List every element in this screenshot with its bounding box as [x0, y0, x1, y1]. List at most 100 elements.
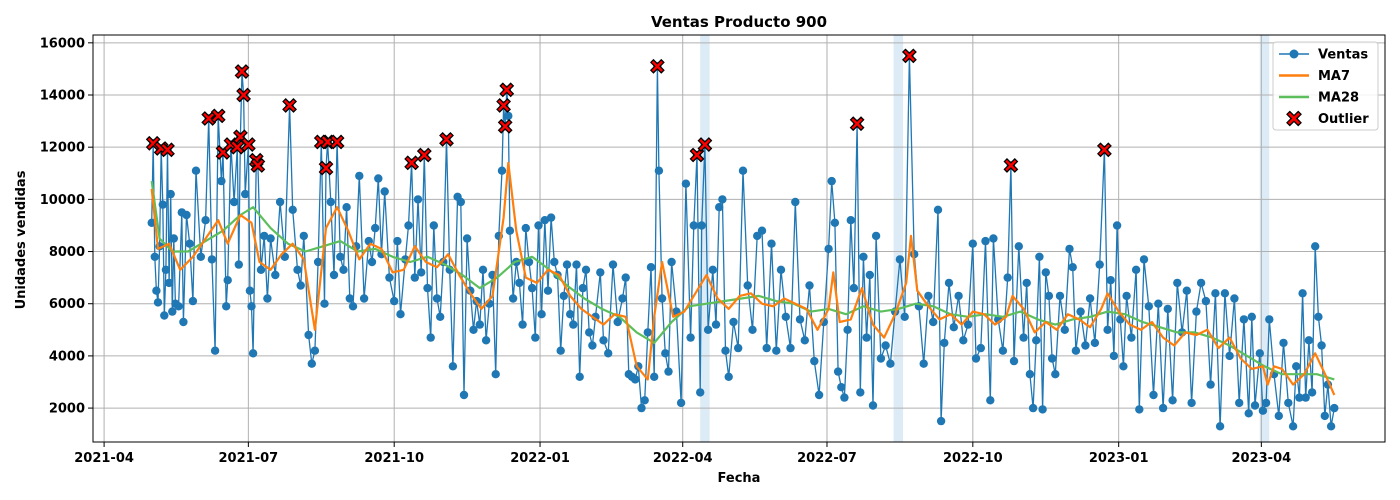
data-point [1292, 362, 1301, 371]
data-point [559, 291, 568, 301]
chart-title: Ventas Producto 900 [651, 13, 827, 31]
data-point [830, 218, 840, 227]
data-point [924, 291, 933, 301]
data-point [1051, 370, 1060, 379]
data-point [1250, 401, 1260, 410]
data-point [432, 294, 442, 303]
data-point [661, 349, 670, 358]
data-point [556, 346, 565, 355]
data-point [1112, 221, 1122, 230]
data-point [721, 346, 730, 355]
data-point [1019, 333, 1028, 342]
data-point [256, 265, 266, 274]
data-point [795, 315, 805, 324]
data-point [1071, 346, 1081, 355]
outlier-marker [1003, 158, 1019, 173]
data-point [1085, 294, 1095, 303]
data-point [1139, 255, 1149, 264]
x-tick-label: 2021-10 [364, 451, 424, 466]
data-point [345, 294, 354, 303]
legend-item-ma28: MA28 [1279, 91, 1359, 106]
data-point [518, 320, 527, 329]
data-point [459, 390, 469, 400]
data-point [1022, 278, 1031, 288]
x-axis: 2021-04 2021-07 2021-10 2022-01 2022-04 2022-… [74, 442, 1291, 466]
y-axis: 2000 4000 6000 8000 10000 12000 14000 16000 [40, 36, 93, 417]
data-point [543, 286, 553, 295]
data-point [161, 265, 171, 274]
data-point [475, 320, 484, 329]
legend-label: MA28 [1318, 91, 1359, 106]
x-tick-label: 2022-10 [943, 451, 1003, 466]
data-point [886, 359, 895, 368]
y-tick-label: 6000 [49, 297, 85, 312]
y-axis-label: Unidades vendidas [14, 170, 29, 309]
data-point [426, 333, 435, 342]
data-point [260, 231, 269, 241]
data-point [1032, 336, 1041, 345]
data-point [650, 372, 659, 381]
data-point [881, 341, 890, 350]
data-point [1295, 393, 1304, 402]
data-point [1003, 273, 1012, 282]
data-point [348, 302, 358, 311]
data-point [307, 359, 316, 368]
legend: Ventas MA7 MA28 Outlier [1272, 41, 1379, 131]
legend-item-outlier: Outlier [1286, 110, 1369, 127]
data-point [288, 205, 297, 214]
data-point [588, 341, 597, 350]
data-point [585, 328, 594, 337]
data-point [562, 260, 572, 269]
data-point [152, 286, 161, 295]
series-line-ma7 [150, 161, 1336, 396]
data-point [191, 166, 201, 175]
data-point [876, 354, 886, 363]
y-tick-label: 16000 [40, 36, 85, 51]
data-point [1192, 307, 1201, 316]
data-point [703, 325, 713, 334]
data-point [1055, 291, 1065, 301]
outlier-marker [689, 147, 705, 163]
data-point [575, 372, 584, 381]
data-point [1173, 278, 1182, 288]
data-point [1244, 409, 1253, 418]
data-point [429, 221, 438, 230]
data-point [263, 294, 272, 303]
series-ma28 [150, 180, 1335, 381]
data-point [1122, 291, 1131, 301]
x-tick-label: 2022-04 [653, 451, 713, 466]
outlier-marker [404, 155, 420, 171]
data-point [871, 231, 881, 241]
data-point [1035, 252, 1044, 261]
data-point [540, 216, 549, 225]
data-point [814, 390, 824, 400]
plot-background [93, 35, 1385, 442]
highlight-bands [700, 35, 1270, 442]
data-point [1144, 302, 1154, 311]
data-point [689, 221, 698, 230]
data-point [342, 203, 351, 212]
data-point [456, 197, 465, 207]
data-point [188, 296, 198, 306]
data-point [837, 383, 846, 392]
outlier-marker [901, 48, 917, 64]
data-point [1261, 398, 1271, 408]
data-point [718, 195, 727, 204]
data-point [1038, 405, 1047, 414]
data-point [1060, 325, 1070, 334]
legend-item-ventas: Ventas [1279, 48, 1368, 63]
data-point [390, 296, 399, 306]
data-point [711, 320, 721, 329]
data-point [1307, 388, 1317, 397]
x-tick-label: 2022-07 [797, 451, 857, 466]
data-point [1235, 398, 1244, 408]
data-point [748, 325, 757, 334]
data-point [241, 189, 250, 199]
outlier-marker [1096, 142, 1112, 158]
outlier-layer [145, 48, 1112, 176]
data-point [410, 273, 419, 282]
data-point [1158, 403, 1168, 413]
outlier-marker [499, 82, 515, 98]
data-point [621, 273, 630, 282]
data-point [158, 200, 167, 209]
